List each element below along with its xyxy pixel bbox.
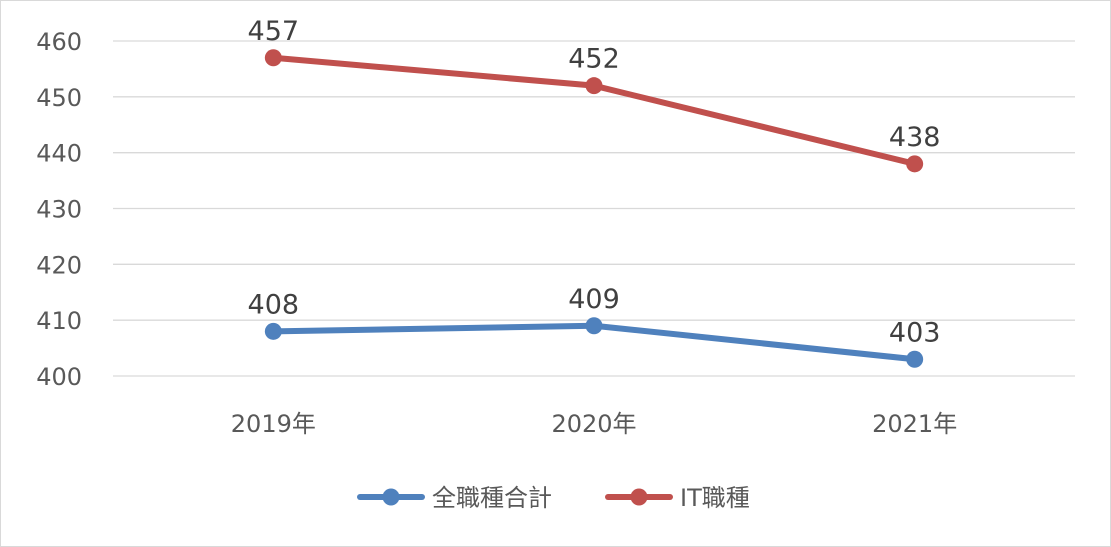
legend-label-0: 全職種合計 [432,484,552,512]
y-tick-label-440: 440 [36,140,82,168]
legend-marker-1 [630,488,648,506]
series-layer [264,49,924,368]
y-axis-tick-labels: 400 410 420 430 440 450 460 [36,28,82,391]
data-point-1-1 [585,77,603,95]
y-tick-label-430: 430 [36,196,82,224]
y-tick-label-420: 420 [36,251,82,279]
data-labels: 408 409 403 457 452 438 [248,16,941,349]
y-tick-label-400: 400 [36,363,82,391]
y-tick-label-410: 410 [36,307,82,335]
data-point-0-1 [585,317,603,335]
y-tick-label-450: 450 [36,84,82,112]
data-point-0-2 [906,350,924,368]
data-label-1-1: 452 [568,44,620,75]
legend-marker-0 [382,488,400,506]
data-label-0-0: 408 [248,289,300,320]
legend: 全職種合計 IT職種 [357,484,750,512]
x-tick-label-2: 2021年 [872,410,957,438]
gridlines [113,40,1075,377]
x-axis-tick-labels: 2019年 2020年 2021年 [231,410,957,438]
data-point-1-0 [264,49,282,67]
legend-label-1: IT職種 [680,484,750,512]
x-tick-label-0: 2019年 [231,410,316,438]
x-tick-label-1: 2020年 [551,410,636,438]
y-tick-label-460: 460 [36,28,82,56]
data-label-0-2: 403 [889,317,941,348]
data-point-1-2 [906,155,924,173]
data-point-0-0 [264,322,282,340]
data-label-0-1: 409 [568,284,620,315]
data-label-1-0: 457 [248,16,300,47]
data-label-1-2: 438 [889,122,941,153]
